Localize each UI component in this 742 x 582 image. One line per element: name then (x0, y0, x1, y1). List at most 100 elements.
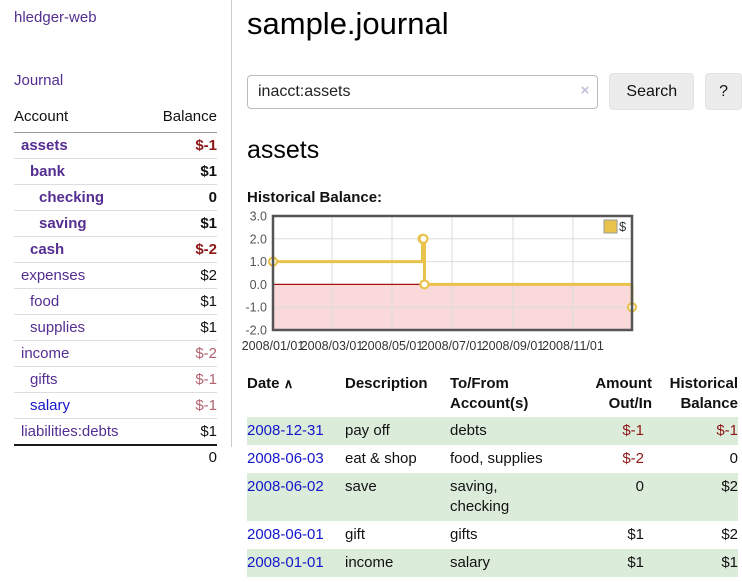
account-row: bank $1 (14, 158, 217, 185)
page-title: sample.journal (247, 6, 449, 41)
transaction-balance: $2 (721, 478, 738, 495)
sidebar-account-link-salary[interactable]: salary (30, 397, 71, 414)
transaction-accounts: gifts (450, 526, 478, 543)
transaction-description: save (345, 478, 377, 495)
accounts-header-row: Account Balance (14, 106, 217, 133)
sidebar-account-link-cash[interactable]: cash (30, 241, 65, 258)
transaction-amount: $1 (627, 526, 644, 543)
transaction-amount: $-2 (622, 450, 644, 467)
historical-balance-chart: 3.0 2.0 1.0 0.0 -1.0 -2.02008/01/012008/03/01… (242, 211, 638, 353)
transaction-accounts: saving, checking (450, 478, 510, 515)
transaction-balance: 0 (729, 450, 738, 467)
account-row: supplies $1 (14, 314, 217, 341)
chart-y-tick-label: -2.0 (245, 324, 267, 338)
sidebar-account-link-bank[interactable]: bank (30, 163, 66, 180)
account-name-cell: expenses (14, 262, 148, 289)
transaction-amount: 0 (635, 478, 644, 495)
register-header-description: Description (345, 375, 428, 392)
account-balance: $-1 (147, 132, 217, 159)
transaction-date-link[interactable]: 2008-06-03 (247, 450, 324, 467)
accounts-table: Account Balance assets $-1 bank $1 checking 0… (14, 106, 217, 469)
transaction-date-link[interactable]: 2008-12-31 (247, 422, 324, 439)
transaction-accounts: food, supplies (450, 450, 543, 467)
register-row: 2008-06-02 save saving, checking 0 $2 (247, 473, 738, 521)
chart-y-tick-label: 3.0 (250, 211, 267, 224)
transaction-amount: $-1 (622, 422, 644, 439)
transaction-description: income (345, 554, 394, 571)
accounts-total-row: 0 (14, 444, 217, 469)
account-row: liabilities:debts $1 (14, 419, 217, 446)
transaction-date-link[interactable]: 2008-01-01 (247, 554, 324, 571)
sidebar: hledger-web Journal Account Balance asse… (0, 0, 232, 469)
chart-point-marker (418, 233, 429, 244)
transaction-balance: $-1 (716, 422, 738, 439)
accounts-header-balance: Balance (147, 106, 217, 133)
transaction-description: pay off (345, 422, 390, 439)
register-header-accounts: To/From Account(s) (450, 375, 529, 412)
chart-x-tick-label: 2008/05/01 (361, 339, 424, 353)
account-balance: $1 (147, 288, 217, 315)
account-row: income $-2 (14, 340, 217, 367)
account-name-cell: saving (14, 210, 148, 237)
chart-title: Historical Balance: (247, 189, 383, 206)
accounts-header-account: Account (14, 106, 148, 133)
account-name-cell: assets (14, 132, 148, 159)
chart-legend-swatch (603, 219, 618, 234)
sidebar-account-link-food[interactable]: food (30, 293, 60, 310)
search-form: × Search ? (247, 73, 742, 110)
accounts-total-spacer (14, 444, 148, 469)
transaction-description: gift (345, 526, 366, 543)
accounts-total-value: 0 (147, 444, 217, 469)
sidebar-account-link-saving[interactable]: saving (39, 215, 87, 232)
help-button[interactable]: ? (705, 73, 742, 110)
sidebar-account-link-checking[interactable]: checking (39, 189, 105, 206)
account-name-cell: income (14, 340, 148, 367)
account-balance: $1 (147, 158, 217, 185)
chart-y-tick-label: 0.0 (250, 278, 267, 292)
transaction-date-link[interactable]: 2008-06-01 (247, 526, 324, 543)
sidebar-account-link-liabilities-debts[interactable]: liabilities:debts (21, 423, 119, 440)
chart-legend-label: $ (619, 219, 627, 234)
account-balance: $1 (200, 423, 217, 440)
account-row: assets $-1 (14, 132, 217, 159)
sidebar-account-link-expenses[interactable]: expenses (21, 267, 86, 284)
account-row: checking 0 (14, 184, 217, 211)
account-row: food $1 (14, 288, 217, 315)
sidebar-account-link-supplies[interactable]: supplies (30, 319, 86, 336)
transaction-description: eat & shop (345, 450, 417, 467)
account-balance: $2 (147, 262, 217, 289)
sidebar-item-journal[interactable]: Journal (14, 72, 64, 89)
chart-point-marker (419, 279, 430, 290)
register-row: 2008-06-01 gift gifts $1 $2 (247, 521, 738, 549)
transaction-date-link[interactable]: 2008-06-02 (247, 478, 324, 495)
account-heading: assets (247, 136, 320, 164)
transaction-accounts: salary (450, 554, 491, 571)
account-name-cell: checking (14, 184, 148, 211)
chart-y-tick-label: 1.0 (250, 255, 267, 269)
account-name-cell: food (14, 288, 148, 315)
account-row: cash $-2 (14, 236, 217, 263)
account-row: gifts $-1 (14, 366, 217, 393)
account-balance: $-2 (147, 236, 217, 263)
register-header-date[interactable]: Date ∧ (247, 375, 294, 392)
transaction-balance: $1 (721, 554, 738, 571)
chart-y-tick-label: 2.0 (250, 232, 267, 246)
chart-x-tick-label: 2008/01/01 (242, 339, 305, 353)
chart-x-tick-label: 2008/11/01 (542, 339, 604, 353)
register-header-row: Date ∧ Description To/From Account(s) Am… (247, 371, 738, 417)
account-balance: $1 (147, 210, 217, 237)
account-name-cell: bank (14, 158, 148, 185)
search-input[interactable] (247, 74, 599, 109)
chart-x-tick-label: 2008/09/01 (482, 339, 545, 353)
transaction-balance: $2 (721, 526, 738, 543)
sidebar-account-link-income[interactable]: income (21, 345, 70, 362)
register-row: 2008-06-03 eat & shop food, supplies $-2 0 (247, 445, 738, 473)
clear-search-icon[interactable]: × (580, 81, 590, 99)
sort-ascending-icon: ∧ (283, 376, 294, 391)
register-header-amount: Amount Out/In (595, 375, 652, 412)
app-brand-link[interactable]: hledger-web (14, 9, 97, 26)
chart-x-tick-label: 2008/03/01 (301, 339, 364, 353)
search-button[interactable]: Search (609, 73, 695, 110)
sidebar-account-link-gifts[interactable]: gifts (30, 371, 58, 388)
sidebar-account-link-assets[interactable]: assets (21, 137, 68, 154)
